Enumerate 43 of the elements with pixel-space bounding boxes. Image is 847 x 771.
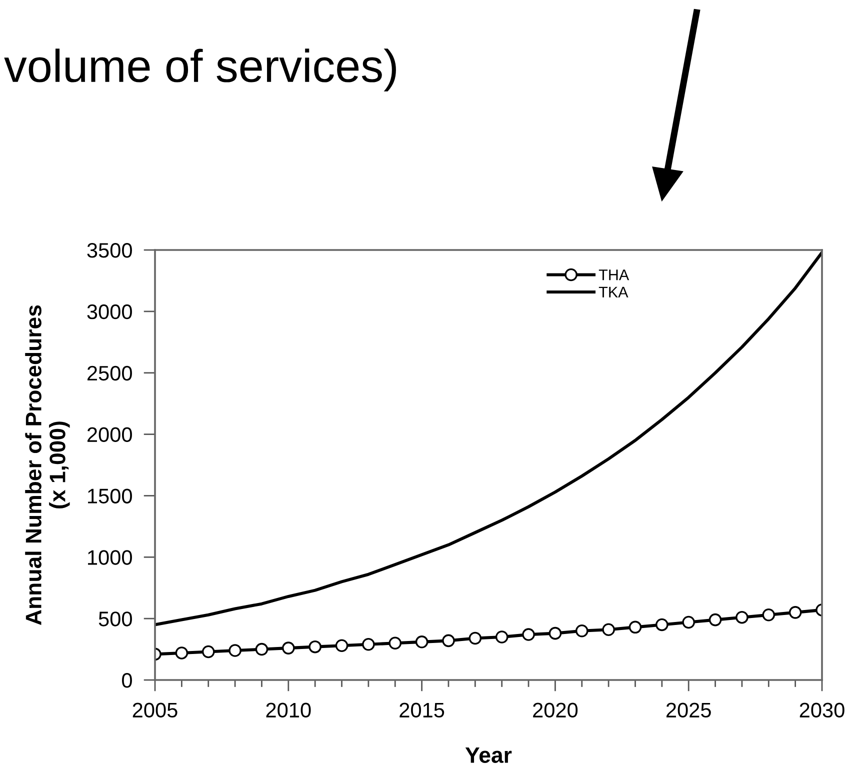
point xyxy=(495,630,508,644)
point xyxy=(282,642,295,654)
point xyxy=(656,618,668,632)
y-tick-label: 3000 xyxy=(87,304,132,320)
x-tick-label: 2015 xyxy=(400,702,444,718)
legend-label: THA xyxy=(598,270,630,280)
x-axis-title: Year xyxy=(465,747,512,763)
point xyxy=(708,613,722,626)
point xyxy=(255,642,268,656)
point xyxy=(548,626,562,640)
point xyxy=(335,639,348,652)
point xyxy=(468,632,482,645)
point xyxy=(602,623,615,636)
x-tick-label: 2005 xyxy=(132,702,178,718)
y-axis-title: Annual Number of Procedures (x 1,000) xyxy=(25,305,70,625)
y-tick-label: 1000 xyxy=(88,550,132,565)
point xyxy=(682,616,695,629)
x-tick-label: 2020 xyxy=(533,702,578,718)
point xyxy=(736,610,748,624)
y-tick-label: 0 xyxy=(122,673,132,688)
point xyxy=(628,620,642,634)
point xyxy=(202,645,215,658)
y-tick-label: 1500 xyxy=(88,488,132,504)
y-tick-label: 2000 xyxy=(87,427,132,442)
point xyxy=(442,634,455,648)
point xyxy=(362,638,375,651)
y-tick-label: 500 xyxy=(98,612,132,626)
point xyxy=(308,640,322,654)
point xyxy=(522,628,535,641)
text: volume of services) xyxy=(4,48,396,92)
point xyxy=(175,646,188,660)
y-tick-label: 3500 xyxy=(87,243,132,258)
y-tick-label: 2500 xyxy=(87,366,132,381)
point xyxy=(415,636,428,648)
x-tick-label: 2030 xyxy=(800,702,844,718)
x-tick-label: 2025 xyxy=(666,702,711,718)
point xyxy=(575,624,588,638)
legend-label: TKA xyxy=(598,286,628,298)
point xyxy=(788,606,802,619)
point xyxy=(228,644,242,657)
point xyxy=(388,636,402,650)
x-tick-label: 2010 xyxy=(266,702,311,718)
point xyxy=(762,608,776,622)
